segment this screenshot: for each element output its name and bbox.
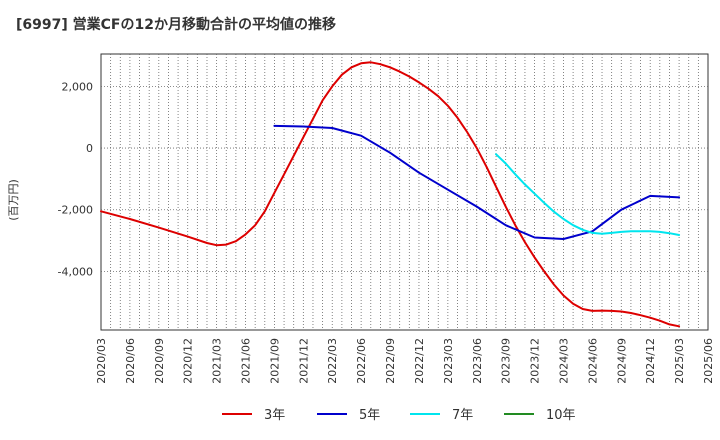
series-line	[273, 124, 681, 240]
legend: 3年 5年 7年 10年	[222, 408, 576, 423]
y-tick-label: -2,000	[58, 204, 93, 217]
grid	[101, 54, 708, 330]
x-tick-label: 2021/09	[268, 338, 281, 384]
x-tick-label: 2024/09	[615, 338, 628, 384]
y-tick-label: -4,000	[58, 265, 93, 278]
x-tick-label: 2021/03	[211, 338, 224, 384]
x-tick-label: 2023/12	[529, 338, 542, 384]
x-tick-label: 2021/12	[297, 338, 310, 384]
x-axis: 2020/03 2020/06 2020/09 2020/12 2021/03 2021/…	[95, 338, 715, 384]
x-tick-label: 2021/06	[240, 338, 253, 384]
x-tick-label: 2022/06	[355, 338, 368, 384]
y-tick-label: 0	[86, 142, 93, 155]
x-tick-label: 2023/09	[500, 338, 513, 384]
legend-label: 3年	[264, 408, 285, 423]
legend-label: 10年	[546, 408, 576, 423]
x-tick-label: 2024/12	[644, 338, 657, 384]
series-line	[100, 61, 681, 328]
x-tick-label: 2020/03	[95, 338, 108, 384]
x-tick-label: 2023/03	[442, 338, 455, 384]
x-tick-label: 2025/06	[702, 338, 715, 384]
y-axis: 2,000 0 -2,000 -4,000	[58, 80, 93, 278]
x-tick-label: 2025/03	[673, 338, 686, 384]
x-tick-label: 2024/03	[557, 338, 570, 384]
x-tick-label: 2024/06	[586, 338, 599, 384]
x-tick-label: 2022/09	[384, 338, 397, 384]
x-tick-label: 2022/03	[326, 338, 339, 384]
x-tick-label: 2020/12	[182, 338, 195, 384]
x-tick-label: 2022/12	[413, 338, 426, 384]
plot-area	[100, 53, 709, 331]
chart-title: [6997] 営業CFの12か月移動合計の平均値の推移	[16, 16, 336, 33]
y-axis-label: (百万円)	[7, 179, 20, 221]
series-line	[495, 153, 681, 236]
series-lines	[100, 61, 681, 328]
x-tick-label: 2023/06	[471, 338, 484, 384]
legend-label: 5年	[359, 408, 380, 423]
x-tick-label: 2020/06	[124, 338, 137, 384]
y-tick-label: 2,000	[62, 80, 94, 93]
x-tick-label: 2020/09	[153, 338, 166, 384]
legend-label: 7年	[452, 408, 473, 423]
